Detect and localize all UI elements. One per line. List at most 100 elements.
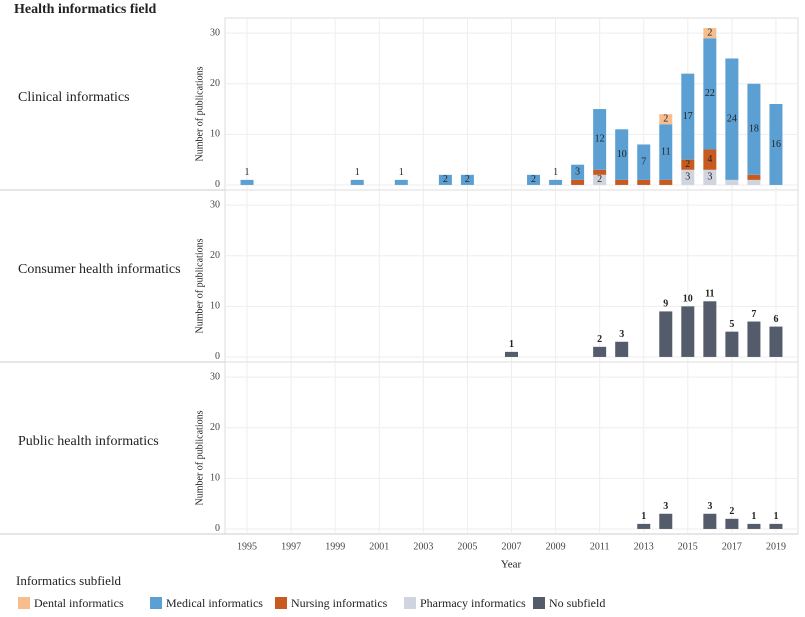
- y-tick-label: 10: [210, 301, 220, 312]
- bar-segment: [747, 179, 761, 185]
- bar-segment: [703, 28, 717, 39]
- x-tick-label: 2003: [413, 541, 433, 552]
- value-label: 3: [663, 501, 668, 512]
- legend-swatch: [533, 597, 545, 609]
- value-label: 18: [749, 124, 759, 135]
- bar-segment: [703, 169, 717, 185]
- value-label: 3: [575, 167, 580, 178]
- bar-segment: [747, 83, 761, 175]
- bar-segment: [659, 513, 673, 529]
- x-tick-label: 1995: [237, 541, 257, 552]
- bar-segment: [725, 331, 739, 357]
- x-tick-label: 2005: [457, 541, 477, 552]
- y-tick-label: 30: [210, 199, 220, 210]
- bar-segment: [460, 174, 474, 185]
- bar-segment: [659, 114, 673, 125]
- value-label: 3: [707, 501, 712, 512]
- x-tick-label: 1997: [281, 541, 301, 552]
- x-tick-label: 2007: [502, 541, 522, 552]
- value-label: 12: [595, 134, 605, 145]
- bar-segment: [527, 174, 541, 185]
- value-label: 5: [729, 319, 734, 330]
- bar-segment: [593, 174, 607, 185]
- value-label: 1: [355, 167, 360, 178]
- value-label: 7: [641, 156, 646, 167]
- value-label: 11: [705, 289, 714, 300]
- chart-title: Health informatics field: [14, 2, 157, 17]
- value-label: 1: [553, 167, 558, 178]
- bar-segment: [637, 523, 651, 529]
- value-label: 3: [619, 329, 624, 340]
- x-tick-label: 2019: [766, 541, 786, 552]
- bar-segment: [240, 179, 254, 185]
- bar-segment: [681, 169, 695, 185]
- x-tick-label: 2017: [722, 541, 742, 552]
- x-tick-label: 2009: [546, 541, 566, 552]
- bar-segment: [637, 179, 651, 185]
- bar-segment: [747, 321, 761, 357]
- bar-segment: [571, 164, 585, 180]
- value-label: 1: [641, 511, 646, 522]
- bar-segment: [703, 149, 717, 170]
- bar-segment: [769, 326, 783, 357]
- bar-segment: [438, 174, 452, 185]
- y-tick-label: 0: [215, 523, 220, 534]
- y-axis-label: Number of publications: [194, 238, 205, 333]
- bar-segment: [659, 179, 673, 185]
- value-label: 2: [685, 159, 690, 170]
- value-label: 2: [443, 174, 448, 185]
- value-label: 7: [751, 309, 756, 320]
- value-label: 1: [245, 167, 250, 178]
- x-tick-label: 2015: [678, 541, 698, 552]
- value-label: 10: [683, 294, 693, 305]
- value-label: 9: [663, 299, 668, 310]
- bar-segment: [615, 341, 629, 357]
- value-label: 3: [707, 172, 712, 183]
- bar-segment: [769, 104, 783, 185]
- value-label: 3: [685, 172, 690, 183]
- bar-segment: [637, 144, 651, 180]
- row-label: Consumer health informatics: [18, 262, 181, 277]
- value-label: 16: [771, 139, 781, 150]
- bar-segment: [659, 311, 673, 357]
- y-tick-label: 20: [210, 422, 220, 433]
- x-tick-label: 2001: [369, 541, 389, 552]
- legend-label: Pharmacy informatics: [420, 596, 526, 610]
- bar-segment: [615, 129, 629, 180]
- value-label: 10: [617, 149, 627, 160]
- value-label: 1: [773, 511, 778, 522]
- value-label: 2: [465, 174, 470, 185]
- bar-segment: [681, 159, 695, 170]
- value-label: 4: [707, 154, 712, 165]
- value-label: 2: [663, 113, 668, 124]
- value-label: 17: [683, 111, 693, 122]
- y-tick-label: 30: [210, 27, 220, 38]
- value-label: 1: [509, 339, 514, 350]
- value-label: 1: [751, 511, 756, 522]
- bar-segment: [747, 174, 761, 180]
- bar-segment: [593, 346, 607, 357]
- bar-segment: [703, 513, 717, 529]
- y-tick-label: 0: [215, 351, 220, 362]
- y-axis-label: Number of publications: [194, 410, 205, 505]
- legend-label: No subfield: [549, 596, 605, 610]
- y-tick-label: 30: [210, 371, 220, 382]
- x-tick-label: 2013: [634, 541, 654, 552]
- value-label: 1: [399, 167, 404, 178]
- legend-swatch: [404, 597, 416, 609]
- bar-segment: [571, 179, 585, 185]
- x-tick-label: 1999: [325, 541, 345, 552]
- legend-title: Informatics subfield: [16, 573, 122, 588]
- y-tick-label: 10: [210, 473, 220, 484]
- row-label: Public health informatics: [18, 434, 159, 449]
- bar-segment: [593, 169, 607, 175]
- bar-segment: [747, 523, 761, 529]
- x-tick-label: 2011: [590, 541, 610, 552]
- bar-segment: [725, 179, 739, 185]
- row-label: Clinical informatics: [18, 90, 130, 105]
- bar-segment: [681, 73, 695, 160]
- bar-segment: [681, 306, 695, 357]
- bar-segment: [769, 523, 783, 529]
- bar-segment: [593, 109, 607, 170]
- x-axis-label: Year: [501, 559, 522, 571]
